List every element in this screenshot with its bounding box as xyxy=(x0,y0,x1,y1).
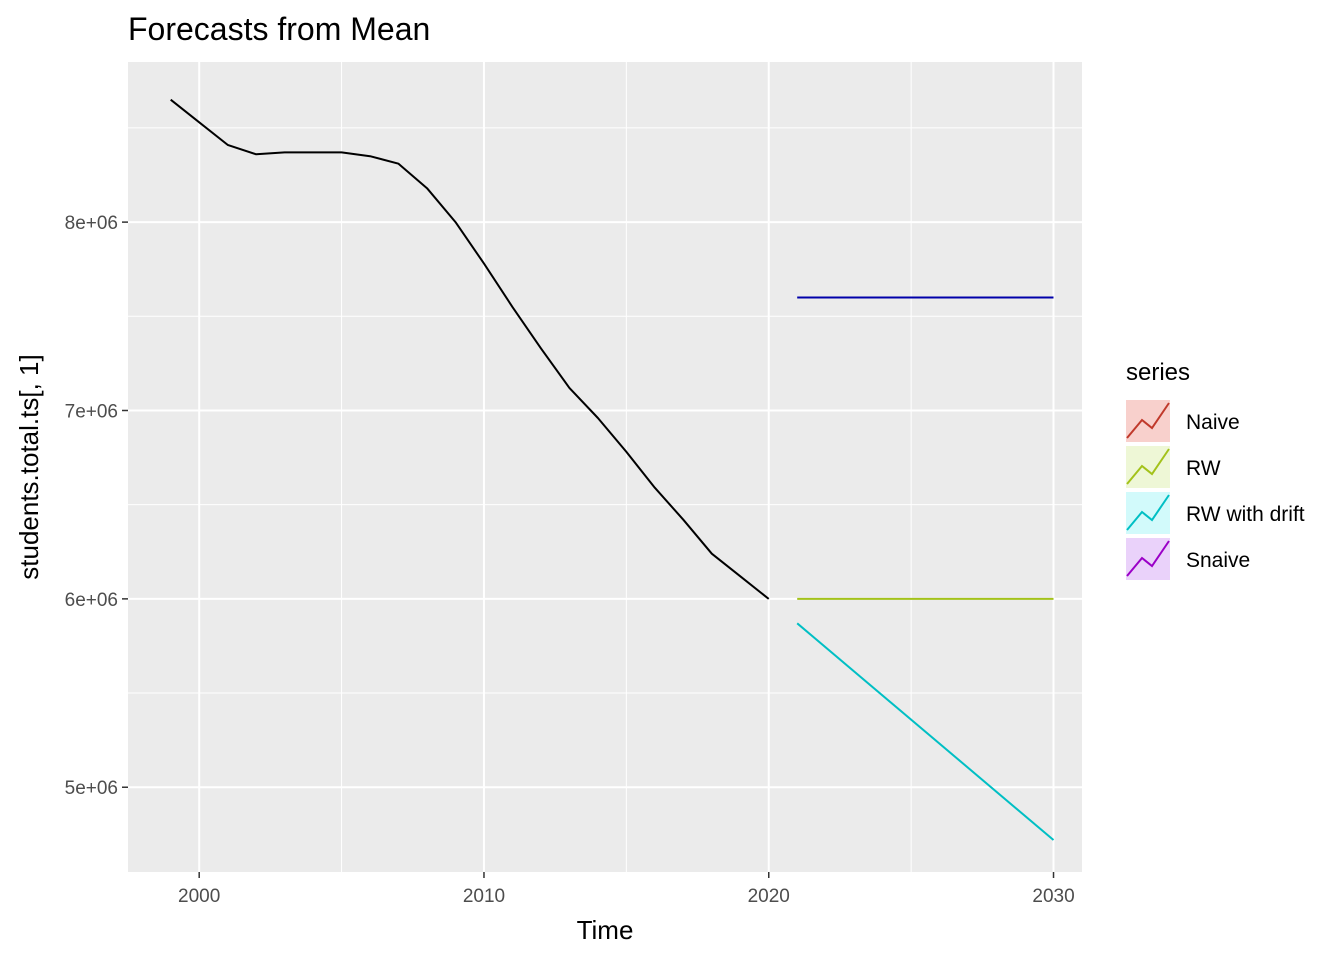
legend-item-rw: RW xyxy=(1126,446,1221,488)
y-tick-label-2: 7e+06 xyxy=(65,401,118,422)
legend-label-naive: Naive xyxy=(1186,411,1240,434)
x-axis-title: Time xyxy=(577,915,634,945)
legend-key-rw xyxy=(1126,446,1170,488)
forecast-line-rw-with-drift xyxy=(796,622,1055,841)
y-tick-label-0: 5e+06 xyxy=(65,778,118,799)
x-tick-label-1: 2010 xyxy=(463,886,505,907)
legend-item-rw-with-drift: RW with drift xyxy=(1126,492,1305,534)
legend-item-snaive: Snaive xyxy=(1126,538,1250,580)
legend-key-snaive xyxy=(1126,538,1170,580)
axis-ticks: 2000 2010 2020 2030 5e+06 6e+06 7e+06 8e+06 xyxy=(65,213,1075,907)
legend-glyph-snaive xyxy=(1126,540,1170,577)
legend: series Naive RW RW with drift Snaive xyxy=(1126,359,1305,580)
y-tick-label-3: 8e+06 xyxy=(65,213,118,234)
legend-glyph-rw xyxy=(1126,448,1170,485)
y-axis-title: students.total.ts[, 1] xyxy=(14,354,44,579)
series-layer xyxy=(170,98,1055,841)
legend-label-rw: RW xyxy=(1186,457,1221,480)
legend-label-rw-with-drift: RW with drift xyxy=(1186,503,1305,526)
x-tick-label-2: 2020 xyxy=(748,886,790,907)
legend-key-naive xyxy=(1126,400,1170,442)
legend-title: series xyxy=(1126,359,1190,386)
grid-minor xyxy=(128,62,1082,872)
x-tick-label-0: 2000 xyxy=(178,886,220,907)
legend-label-snaive: Snaive xyxy=(1186,549,1250,572)
plot-panel xyxy=(128,62,1082,872)
y-tick-label-1: 6e+06 xyxy=(65,590,118,611)
observed-series-line xyxy=(170,98,770,600)
legend-glyph-rw-with-drift xyxy=(1126,494,1170,531)
chart-title: Forecasts from Mean xyxy=(128,11,430,47)
legend-key-rw-with-drift xyxy=(1126,492,1170,534)
legend-item-naive: Naive xyxy=(1126,400,1240,442)
x-tick-label-3: 2030 xyxy=(1032,886,1074,907)
legend-glyph-naive xyxy=(1126,402,1170,439)
